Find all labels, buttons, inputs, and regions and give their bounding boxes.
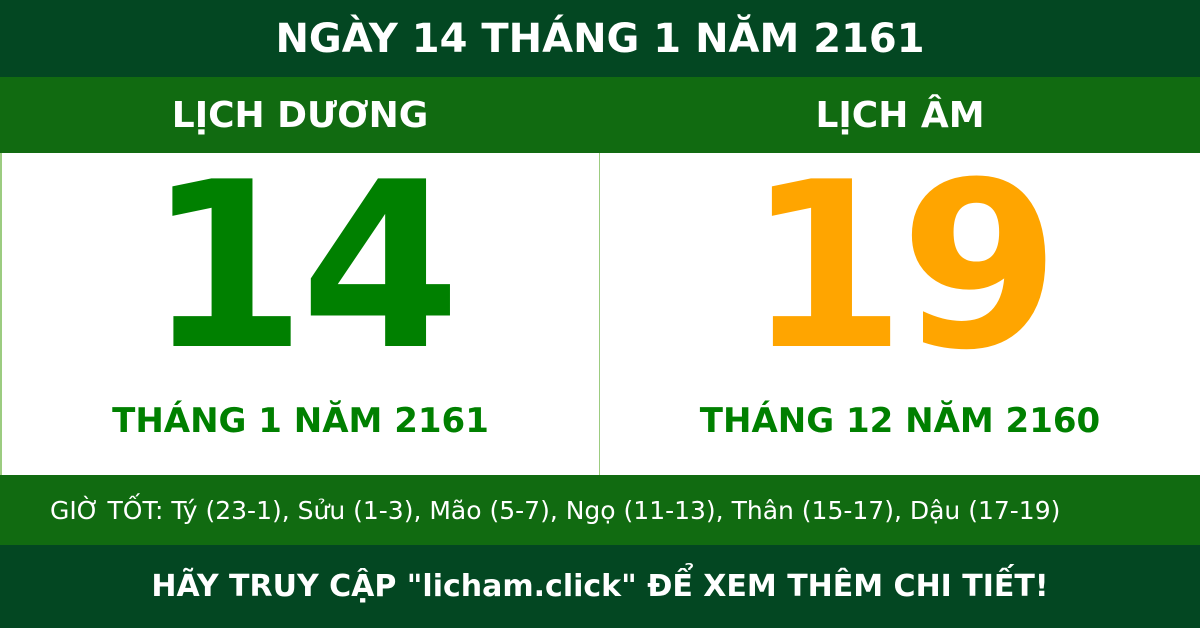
good-hours: GIỜ TỐT: Tý (23-1), Sửu (1-3), Mão (5-7)… [0, 475, 1200, 545]
solar-panel: 14 THÁNG 1 NĂM 2161 [0, 153, 600, 475]
footer-cta: HÃY TRUY CẬP "licham.click" ĐỂ XEM THÊM … [0, 545, 1200, 628]
calendar-type-header: LỊCH DƯƠNG LỊCH ÂM [0, 77, 1200, 153]
calendar-days: 14 THÁNG 1 NĂM 2161 19 THÁNG 12 NĂM 2160 [0, 153, 1200, 475]
lunar-month-year: THÁNG 12 NĂM 2160 [699, 401, 1101, 441]
lunar-label: LỊCH ÂM [815, 94, 985, 136]
lunar-panel: 19 THÁNG 12 NĂM 2160 [600, 153, 1200, 475]
lunar-day: 19 [745, 134, 1060, 401]
solar-day: 14 [146, 134, 460, 401]
solar-label: LỊCH DƯƠNG [171, 94, 429, 136]
page-title: NGÀY 14 THÁNG 1 NĂM 2161 [0, 0, 1200, 77]
solar-month-year: THÁNG 1 NĂM 2161 [112, 401, 489, 441]
